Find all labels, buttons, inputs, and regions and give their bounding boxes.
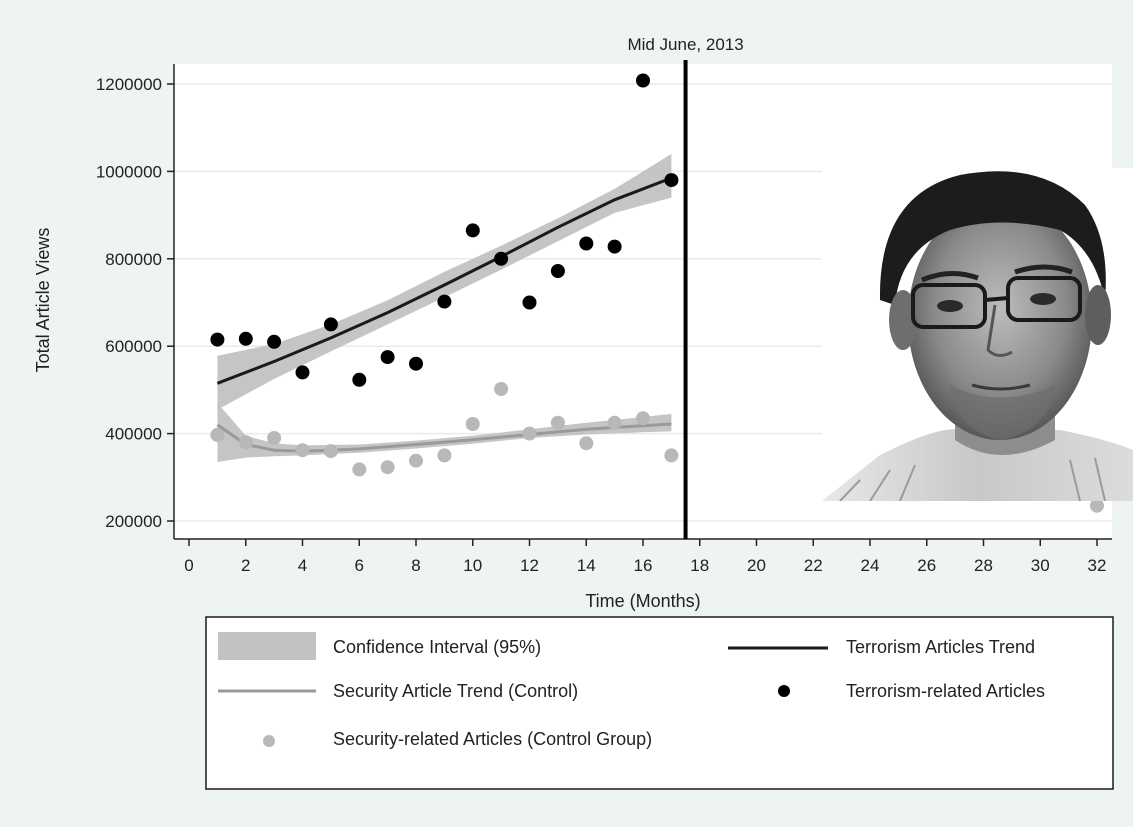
x-tick-label: 32: [1088, 556, 1107, 575]
data-points: [210, 73, 1104, 513]
terrorism-point: [409, 356, 423, 371]
y-axis-label: Total Article Views: [33, 228, 53, 373]
x-tick-label: 8: [411, 556, 420, 575]
security-point: [323, 444, 338, 459]
security-point: [267, 431, 282, 445]
terrorism-point: [550, 264, 565, 278]
legend-label-security-points: Security-related Articles (Control Group…: [333, 729, 652, 749]
terrorism-point: [352, 372, 367, 387]
terrorism-point: [210, 332, 225, 347]
legend-label-terrorism-trend: Terrorism Articles Trend: [846, 637, 1035, 657]
legend-swatch-band: [218, 632, 316, 660]
terrorism-point: [664, 173, 679, 188]
x-tick-label: 20: [747, 556, 766, 575]
axes: 200000 400000 600000 800000 1000000 1200000 0 2…: [96, 64, 1112, 575]
terrorism-point: [607, 239, 622, 254]
security-point: [550, 415, 565, 430]
terrorism-point: [494, 251, 509, 266]
terrorism-point: [267, 334, 282, 349]
x-tick-label: 18: [690, 556, 709, 575]
legend-swatch-terrorism-points: [778, 685, 790, 697]
terrorism-point: [238, 331, 253, 346]
x-tick-label: 22: [804, 556, 823, 575]
security-point: [494, 382, 509, 396]
terrorism-point: [465, 223, 480, 238]
x-tick-label: 4: [298, 556, 307, 575]
x-tick-label: 10: [463, 556, 482, 575]
legend-label-terrorism-points: Terrorism-related Articles: [846, 681, 1045, 701]
terrorism-point: [579, 236, 594, 251]
x-tick-label: 0: [184, 556, 193, 575]
x-tick-label: 26: [917, 556, 936, 575]
x-tick-label: 14: [577, 556, 596, 575]
legend-swatch-security-points: [263, 735, 275, 747]
security-point: [522, 426, 537, 441]
security-point: [238, 435, 253, 450]
security-point: [210, 427, 225, 442]
security-point: [579, 436, 594, 451]
x-tick-label: 28: [974, 556, 993, 575]
terrorism-point: [295, 365, 310, 380]
x-tick-label: 2: [241, 556, 250, 575]
x-tick-label: 6: [355, 556, 364, 575]
y-tick-label: 1000000: [96, 162, 162, 181]
security-point: [636, 411, 650, 426]
security-point: [607, 415, 622, 430]
terrorism-point: [636, 73, 650, 88]
confidence-band-0: [217, 153, 672, 410]
event-label: Mid June, 2013: [627, 35, 743, 54]
legend: Confidence Interval (95%) Terrorism Arti…: [205, 616, 1114, 790]
security-point: [465, 417, 480, 431]
security-point: [380, 460, 395, 475]
x-tick-label: 24: [861, 556, 880, 575]
portrait-photo: [822, 168, 1133, 501]
security-point: [352, 462, 367, 477]
x-tick-label: 12: [520, 556, 539, 575]
y-tick-label: 800000: [105, 250, 162, 269]
terrorism-point: [380, 350, 395, 365]
y-tick-label: 400000: [105, 425, 162, 444]
security-point: [1090, 498, 1104, 513]
legend-box: [205, 616, 1114, 790]
y-tick-label: 200000: [105, 512, 162, 531]
security-point: [437, 448, 452, 463]
x-tick-label: 30: [1031, 556, 1050, 575]
y-tick-label: 600000: [105, 337, 162, 356]
security-point: [295, 443, 310, 458]
x-axis-label: Time (Months): [585, 591, 700, 611]
y-tick-label: 1200000: [96, 75, 162, 94]
trend-line-1: [216, 422, 672, 453]
trend-line-0: [216, 176, 672, 385]
legend-label-security-trend: Security Article Trend (Control): [333, 681, 578, 701]
trend-lines: [216, 176, 672, 453]
legend-label-confidence: Confidence Interval (95%): [333, 637, 541, 657]
security-point: [409, 453, 423, 468]
x-tick-label: 16: [634, 556, 653, 575]
terrorism-point: [522, 295, 537, 310]
security-point: [664, 448, 679, 463]
terrorism-point: [437, 294, 452, 309]
terrorism-point: [323, 317, 338, 332]
